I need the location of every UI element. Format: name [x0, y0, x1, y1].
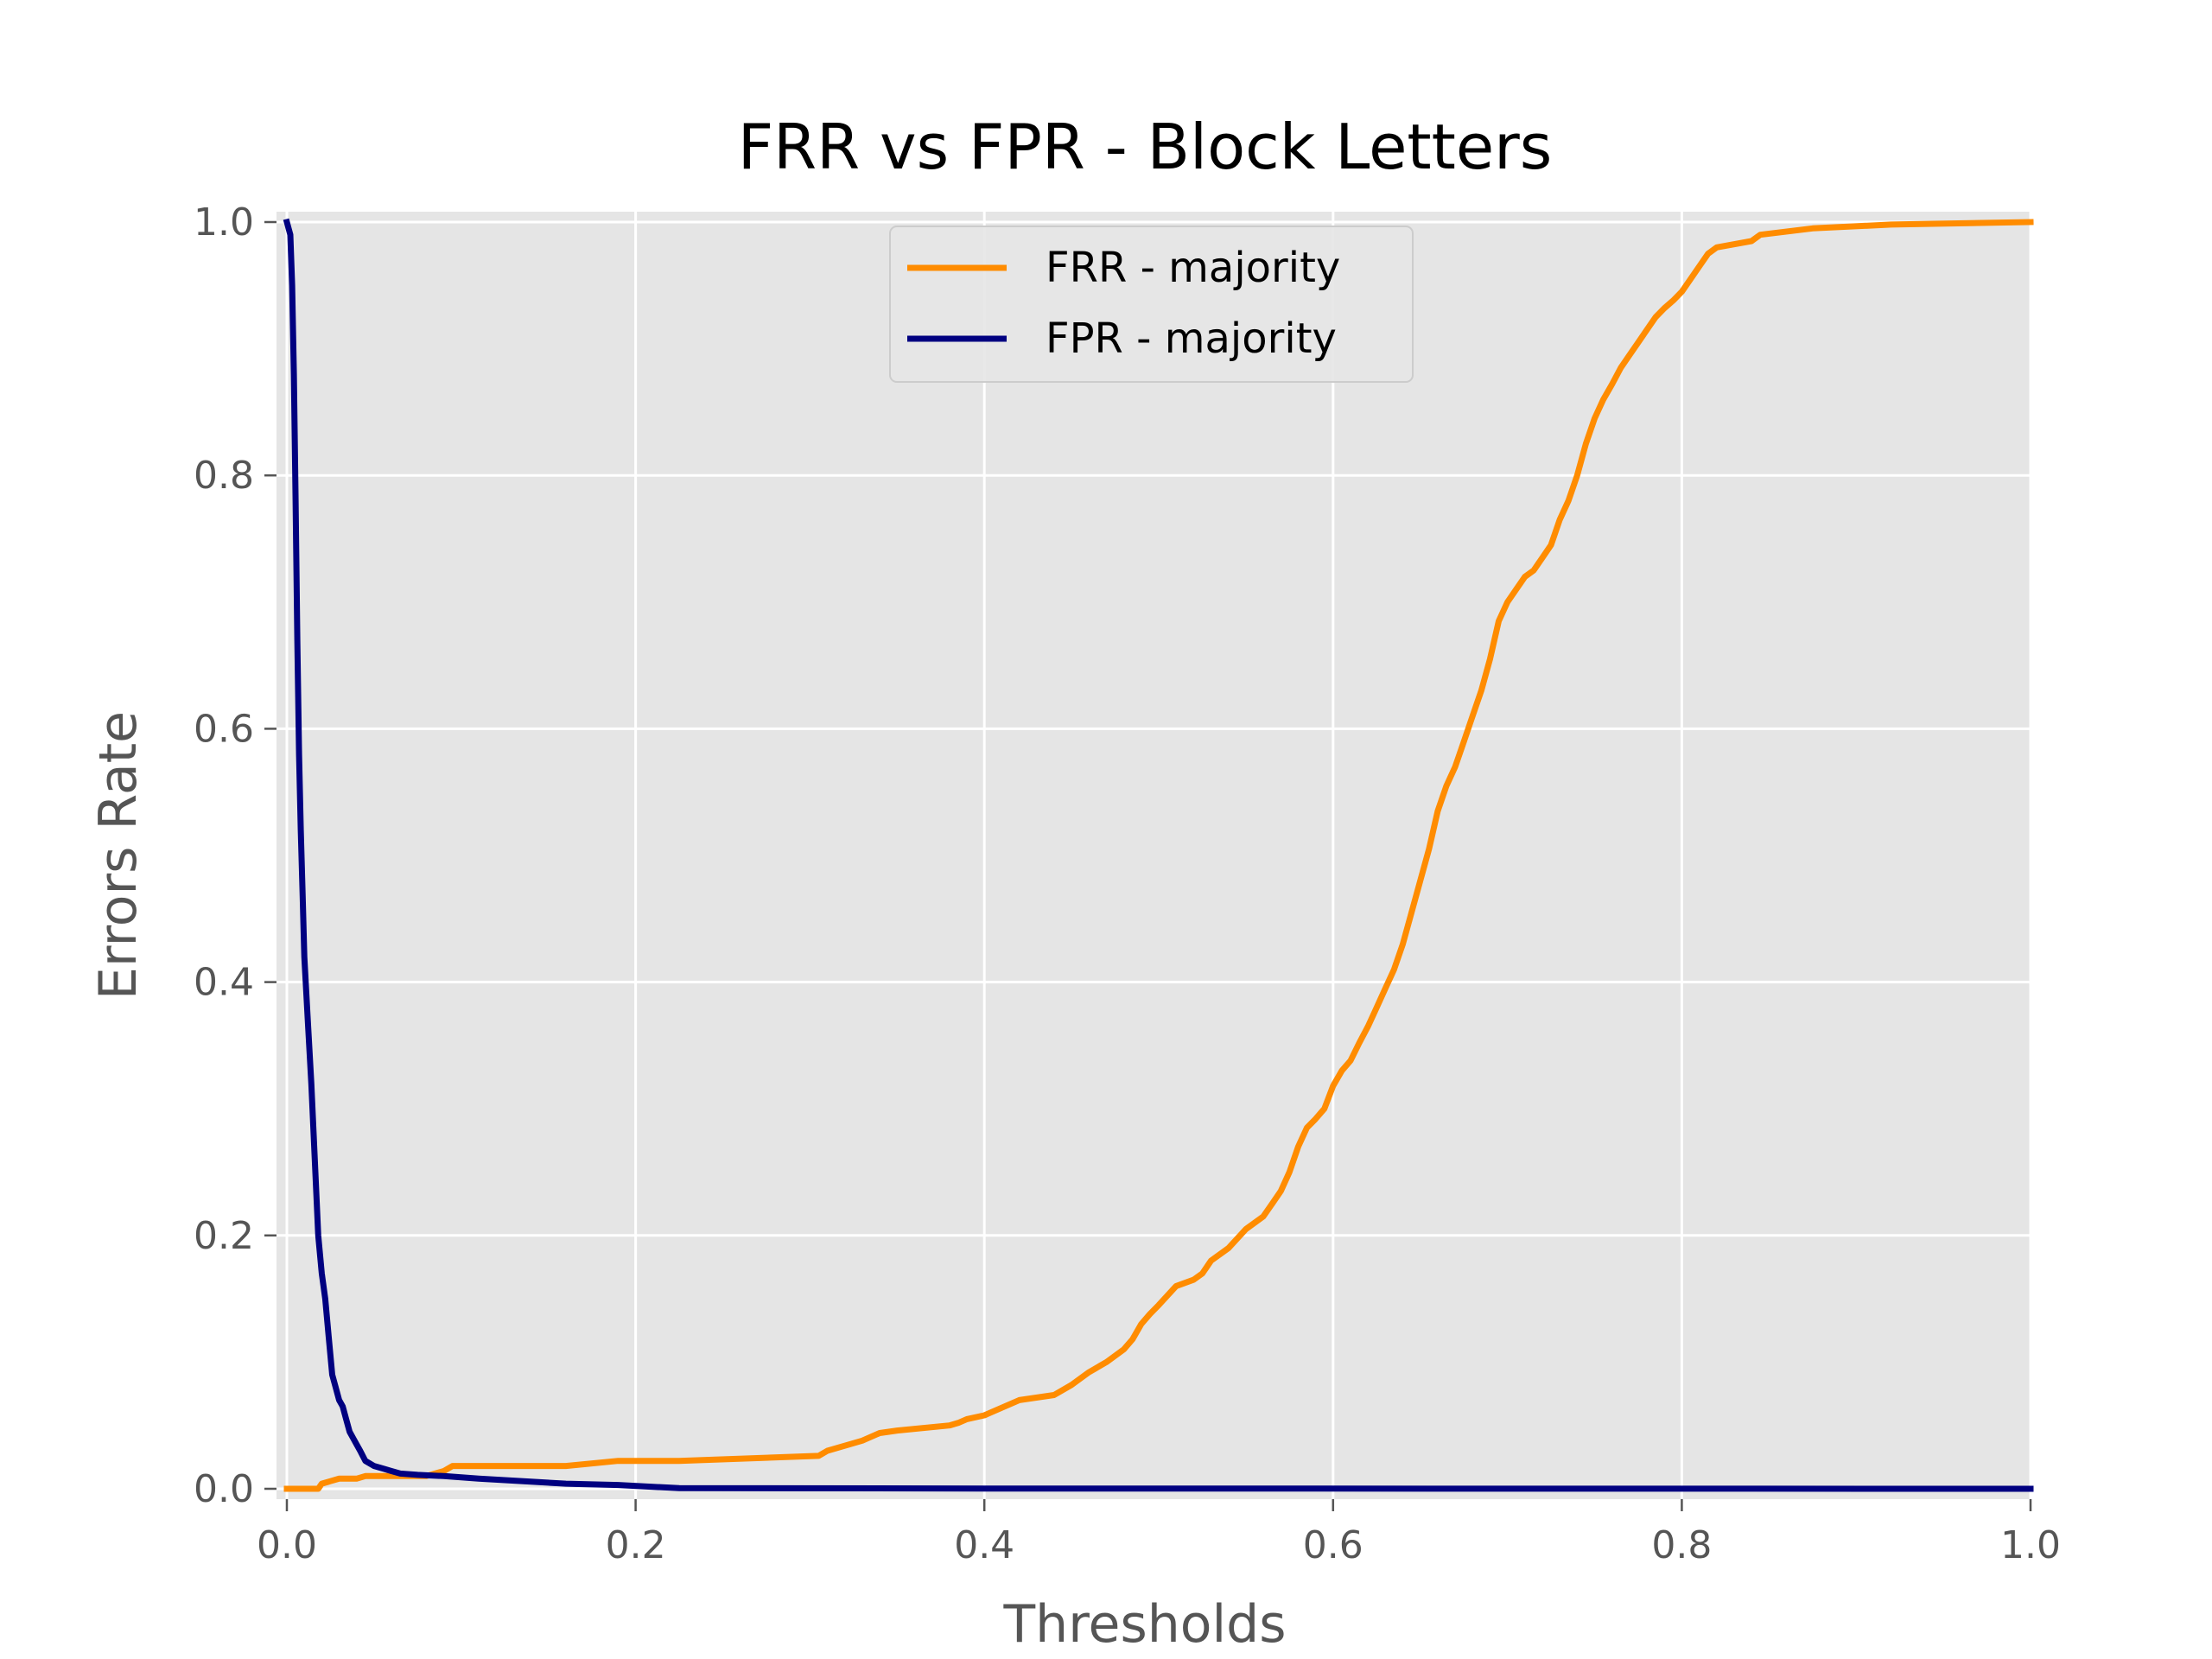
x-tick-label: 0.4 — [954, 1523, 1014, 1567]
legend: FRR - majority FPR - majority — [889, 226, 1414, 383]
x-tick-label: 0.6 — [1303, 1523, 1363, 1567]
x-tick-label: 1.0 — [2000, 1523, 2061, 1567]
y-axis-label: Errors Rate — [88, 711, 149, 1000]
y-tick-label: 0.6 — [194, 707, 254, 751]
axis-ticks: 0.0 0.2 0.4 0.6 0.8 1.0 0.0 0.2 0.4 0.6 0.8 1.0 — [194, 200, 2061, 1567]
y-tick-label: 0.2 — [194, 1214, 254, 1258]
x-tick-label: 0.8 — [1651, 1523, 1712, 1567]
x-tick-label: 0.0 — [257, 1523, 317, 1567]
plot-area — [276, 212, 2031, 1499]
series-group — [283, 218, 2034, 1492]
legend-label: FPR - majority — [1046, 315, 1337, 363]
grid — [276, 212, 2032, 1499]
frr-series-line — [283, 219, 2034, 1492]
x-axis-label: Thresholds — [1003, 1594, 1287, 1655]
y-tick-label: 0.4 — [194, 961, 254, 1005]
chart-title: FRR vs FPR - Block Letters — [738, 111, 1553, 183]
y-tick-label: 0.8 — [194, 454, 254, 498]
fpr-series-line — [283, 218, 2034, 1492]
x-tick-label: 0.2 — [606, 1523, 666, 1567]
legend-label: FRR - majority — [1046, 244, 1340, 292]
legend-box — [889, 226, 1414, 383]
y-tick-label: 0.0 — [194, 1467, 254, 1511]
y-tick-label: 1.0 — [194, 200, 254, 245]
